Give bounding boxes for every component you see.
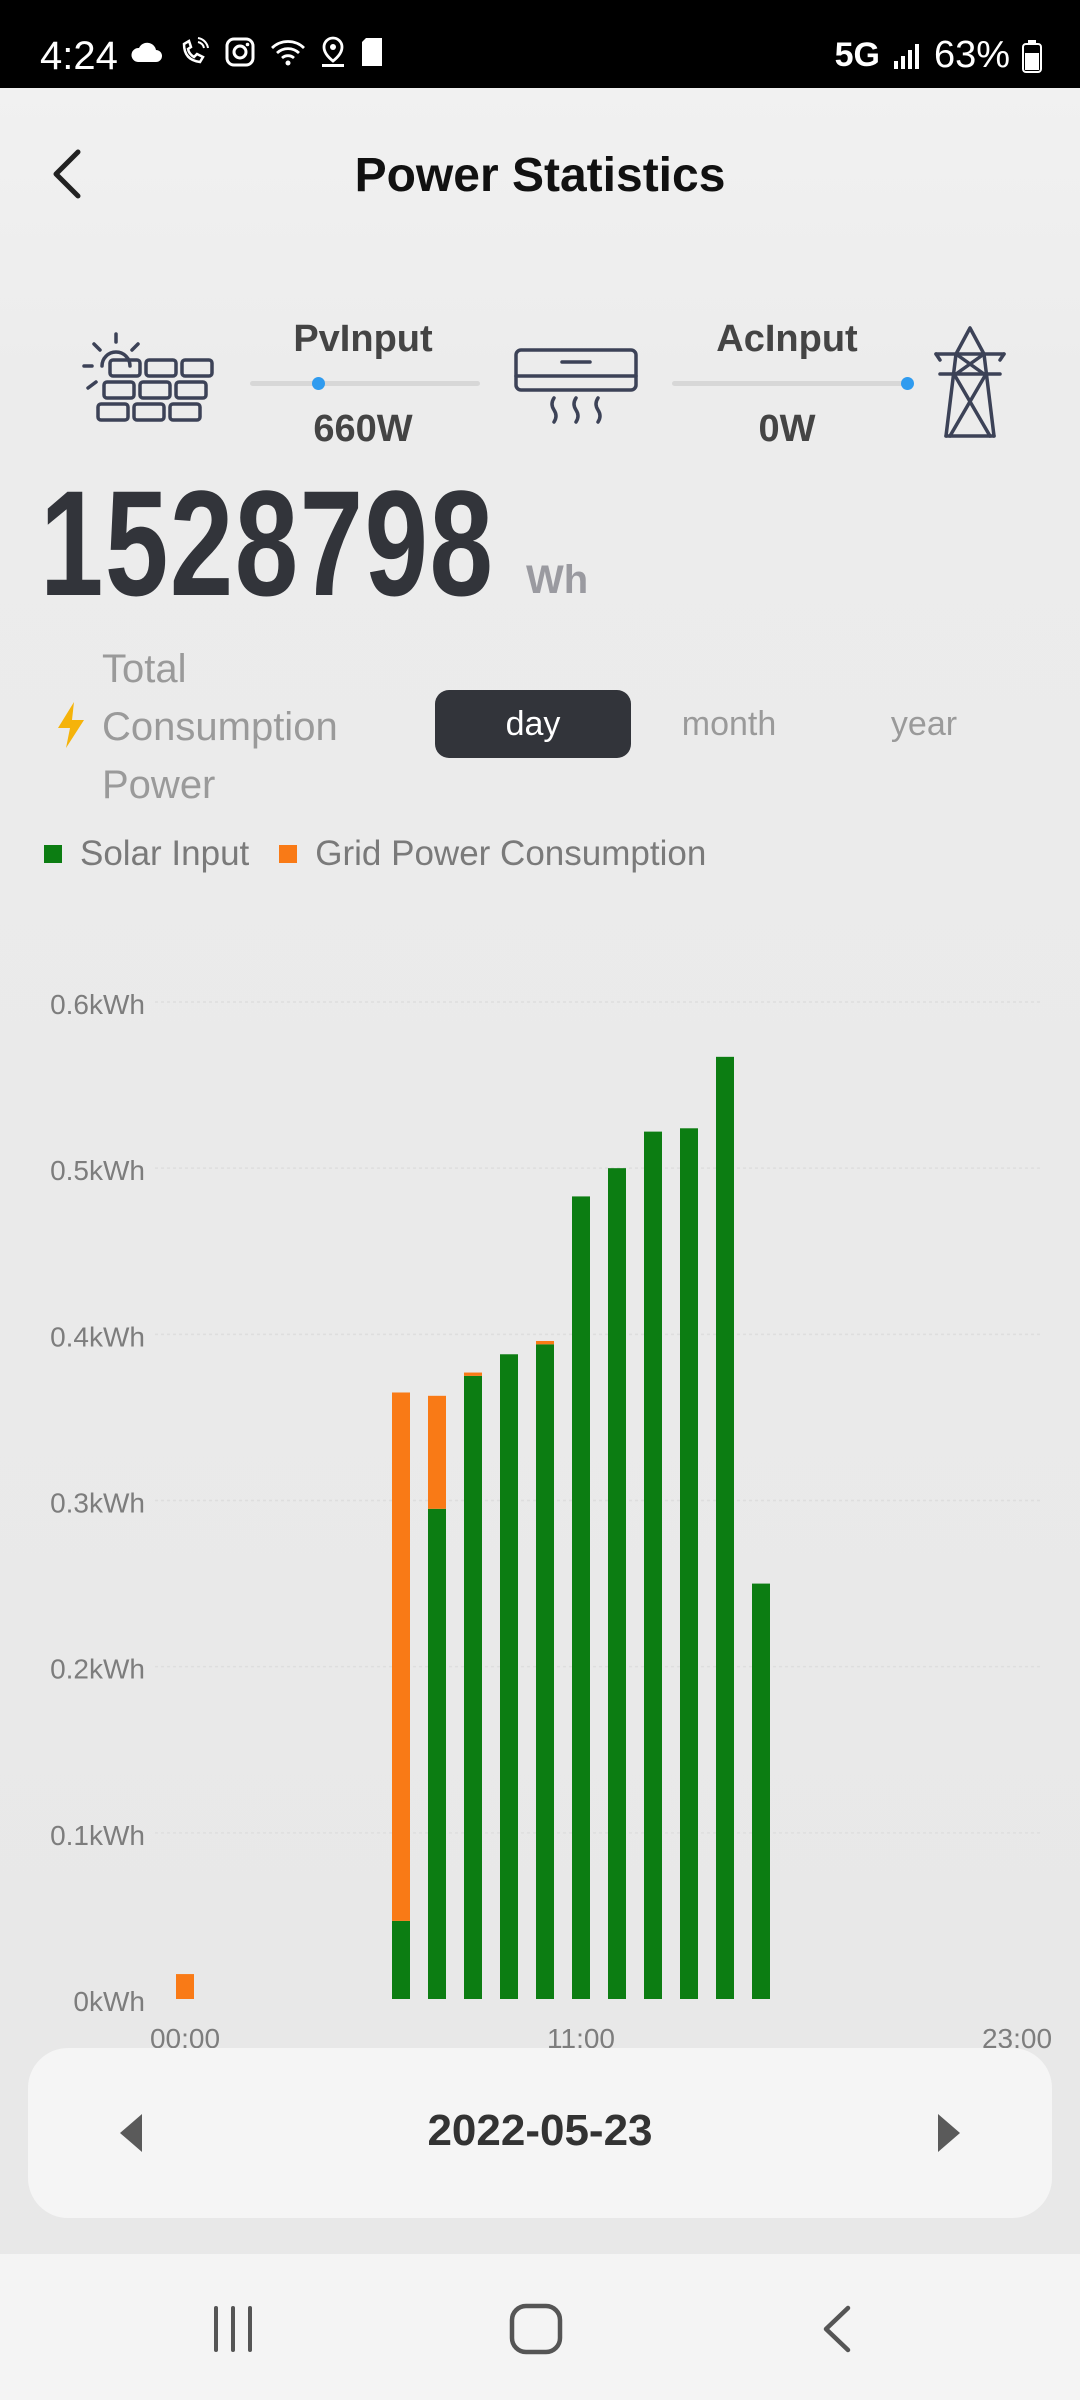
- selected-date[interactable]: 2022-05-23: [427, 2106, 653, 2155]
- network-type: 5G: [834, 36, 880, 74]
- system-back-icon[interactable]: [818, 2304, 858, 2354]
- solar-bar: [392, 1920, 410, 1999]
- solar-bar: [572, 1196, 590, 1999]
- power-tower-icon: [934, 326, 1006, 438]
- grid-bar: [536, 1340, 554, 1345]
- cloud-icon: [131, 42, 162, 62]
- tab-day[interactable]: day: [435, 690, 631, 758]
- wifi-icon: [271, 40, 305, 66]
- ac-flow-dot: [901, 377, 914, 390]
- inverter-icon: [514, 348, 638, 424]
- solar-bar: [680, 1128, 698, 1999]
- power-chart: 0kWh 0.1kWh 0.2kWh 0.3kWh 0.4kWh 0.5kWh 0.6kWh…: [50, 989, 1052, 2054]
- pv-input-label: PvInput: [293, 318, 433, 360]
- date-navigator: 2022-05-23: [28, 2048, 1052, 2218]
- solar-bar: [716, 1056, 734, 1999]
- solar-bar: [752, 1583, 770, 1999]
- total-consumption-label: Total Consumption Power: [102, 647, 338, 807]
- y-tick-label: 0.5kWh: [50, 1155, 145, 1186]
- legend-grid-label: Grid Power Consumption: [315, 834, 707, 873]
- status-time: 4:24: [40, 34, 118, 78]
- instagram-icon: [225, 37, 255, 67]
- y-tick-label: 0.2kWh: [50, 1654, 145, 1685]
- y-tick-label: 0.4kWh: [50, 1321, 145, 1352]
- solar-bar: [536, 1344, 554, 1999]
- sd-card-icon: [362, 38, 382, 66]
- pv-input-value: 660W: [313, 408, 413, 450]
- home-icon[interactable]: [508, 2302, 564, 2356]
- solar-bar: [464, 1375, 482, 1999]
- recent-apps-icon[interactable]: [208, 2304, 258, 2354]
- grid-swatch: [279, 845, 298, 863]
- ac-flow-line: [672, 377, 914, 390]
- grid-bar: [392, 1392, 410, 1921]
- signal-icon: [893, 43, 919, 69]
- y-tick-label: 0kWh: [73, 1986, 145, 2017]
- pv-flow-line: [250, 377, 480, 390]
- solar-bar: [644, 1131, 662, 1999]
- grid-bar: [176, 1974, 194, 1999]
- back-arrow-icon[interactable]: [40, 144, 100, 204]
- y-tick-label: 0.6kWh: [50, 989, 145, 1020]
- tab-month[interactable]: month: [681, 705, 777, 743]
- ac-input-value: 0W: [758, 408, 816, 450]
- wifi-call-icon: [182, 37, 209, 64]
- total-energy-value: 1528798: [40, 459, 495, 627]
- solar-bar: [500, 1354, 518, 1999]
- ac-input-label: AcInput: [716, 318, 858, 360]
- total-energy-unit: Wh: [526, 558, 589, 602]
- status-bar: 4:24 5G 63%: [0, 0, 1080, 88]
- legend-item-solar: Solar Input: [44, 834, 249, 874]
- chart-legend: Solar Input Grid Power Consumption: [44, 834, 736, 874]
- grid-bar: [464, 1372, 482, 1376]
- solar-bar: [608, 1168, 626, 1999]
- next-date-arrow-icon[interactable]: [928, 2110, 968, 2156]
- solar-swatch: [44, 845, 62, 863]
- solar-panel-icon: [82, 332, 214, 422]
- grid-bar: [428, 1395, 446, 1509]
- legend-solar-label: Solar Input: [80, 834, 250, 873]
- y-tick-label: 0.1kWh: [50, 1820, 145, 1851]
- location-icon: [322, 36, 344, 67]
- page-title: Power Statistics: [354, 149, 726, 202]
- battery-percent: 63%: [933, 34, 1010, 76]
- y-tick-label: 0.3kWh: [50, 1488, 145, 1519]
- previous-date-arrow-icon[interactable]: [112, 2110, 152, 2156]
- solar-bar: [428, 1508, 446, 1999]
- battery-icon: [1022, 39, 1042, 73]
- notification-icons: [130, 36, 384, 68]
- system-nav-bar: [0, 2254, 1080, 2400]
- lightning-icon: [58, 702, 84, 748]
- pv-flow-dot: [312, 377, 325, 390]
- tab-year[interactable]: year: [890, 705, 958, 743]
- power-statistics-screen: Power Statistics PvInput 660W: [0, 88, 1080, 2254]
- status-right: 5G 63%: [835, 34, 1042, 77]
- legend-item-grid: Grid Power Consumption: [279, 834, 706, 874]
